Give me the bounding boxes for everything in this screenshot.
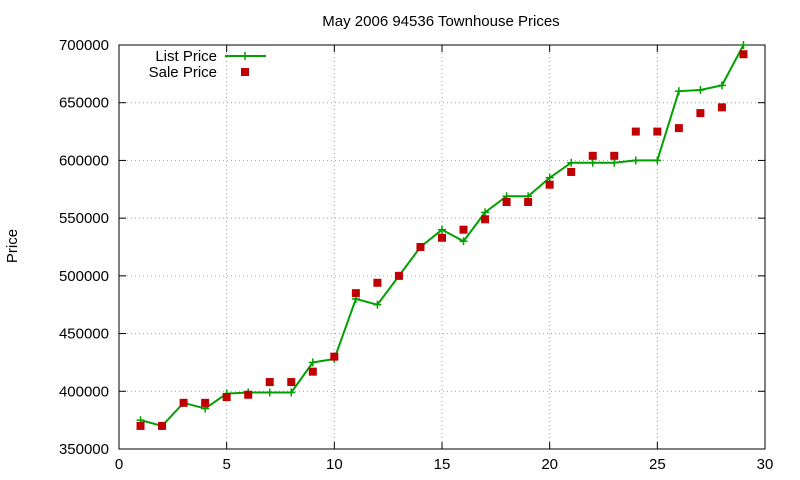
- sale-price-point: [416, 243, 425, 251]
- sale-price-point: [696, 109, 705, 118]
- sale-price-point: [330, 352, 339, 361]
- sale-price-point: [158, 421, 167, 430]
- sale-price-point: [265, 378, 274, 387]
- sale-price-point: [438, 233, 446, 242]
- sale-price-point: [545, 180, 554, 189]
- x-tick-label: 20: [541, 456, 558, 473]
- list-price-point: [739, 41, 748, 49]
- sale-price-point: [351, 289, 360, 298]
- sale-price-point: [481, 215, 490, 224]
- x-tick-label: 10: [326, 456, 343, 473]
- list-price-point: [588, 158, 597, 167]
- sale-price-point: [179, 398, 188, 407]
- sale-price-series: [136, 50, 748, 430]
- x-tick-label: 15: [434, 456, 451, 473]
- sale-price-point: [567, 167, 576, 176]
- list-price-point: [308, 358, 317, 367]
- list-price-point: [459, 237, 468, 246]
- sale-price-point: [717, 103, 726, 112]
- list-price-point: [438, 225, 446, 234]
- x-tick-label: 5: [222, 456, 230, 473]
- sale-price-point: [222, 393, 231, 402]
- series-layer: [136, 41, 748, 430]
- sale-price-point: [739, 50, 748, 59]
- list-price-point: [567, 158, 576, 167]
- grid-layer: [119, 45, 765, 449]
- legend-label-sale-price: Sale Price: [149, 64, 217, 81]
- sale-price-point: [631, 127, 640, 136]
- y-tick-label: 600000: [59, 152, 109, 169]
- y-tick-label: 550000: [59, 210, 109, 227]
- list-price-point: [610, 158, 619, 167]
- list-price-point: [653, 156, 662, 165]
- chart-title: May 2006 94536 Townhouse Prices: [322, 13, 559, 30]
- legend-label-list-price: List Price: [155, 48, 217, 65]
- list-price-point: [481, 208, 490, 217]
- y-tick-label: 450000: [59, 326, 109, 343]
- y-tick-label: 400000: [59, 383, 109, 400]
- sale-price-point: [287, 378, 296, 387]
- y-tick-label: 500000: [59, 268, 109, 285]
- sale-price-point: [308, 367, 317, 376]
- sale-price-point: [524, 197, 533, 206]
- sale-price-point: [588, 151, 597, 160]
- legend-marker-list-price: [241, 52, 249, 60]
- sale-price-point: [244, 390, 253, 399]
- y-tick-label: 350000: [59, 441, 109, 458]
- sale-price-point: [459, 225, 468, 234]
- sale-price-point: [610, 151, 619, 160]
- sale-price-point: [373, 278, 382, 287]
- x-tick-label: 25: [649, 456, 666, 473]
- y-tick-label: 700000: [59, 37, 109, 54]
- sale-price-point: [653, 127, 662, 136]
- list-price-point: [373, 300, 382, 309]
- sale-price-point: [674, 124, 683, 133]
- list-price-point: [287, 388, 296, 397]
- list-price-point: [631, 156, 640, 165]
- x-tick-label: 30: [757, 456, 774, 473]
- y-axis-label: Price: [4, 229, 21, 263]
- list-price-point: [545, 173, 554, 182]
- sale-price-point: [136, 421, 145, 430]
- list-price-point: [717, 81, 726, 90]
- sale-price-point: [502, 197, 511, 206]
- axis-layer: 0 5 10 15 20 25 30 350000 400000 450000 500000 5500…: [59, 37, 773, 473]
- list-price-point: [674, 87, 683, 96]
- list-price-point: [265, 388, 274, 397]
- list-price-point: [696, 86, 705, 95]
- legend-marker-sale-price: [241, 68, 249, 76]
- sale-price-point: [394, 271, 403, 280]
- sale-price-point: [201, 398, 210, 407]
- y-tick-label: 650000: [59, 95, 109, 112]
- x-tick-label: 0: [115, 456, 123, 473]
